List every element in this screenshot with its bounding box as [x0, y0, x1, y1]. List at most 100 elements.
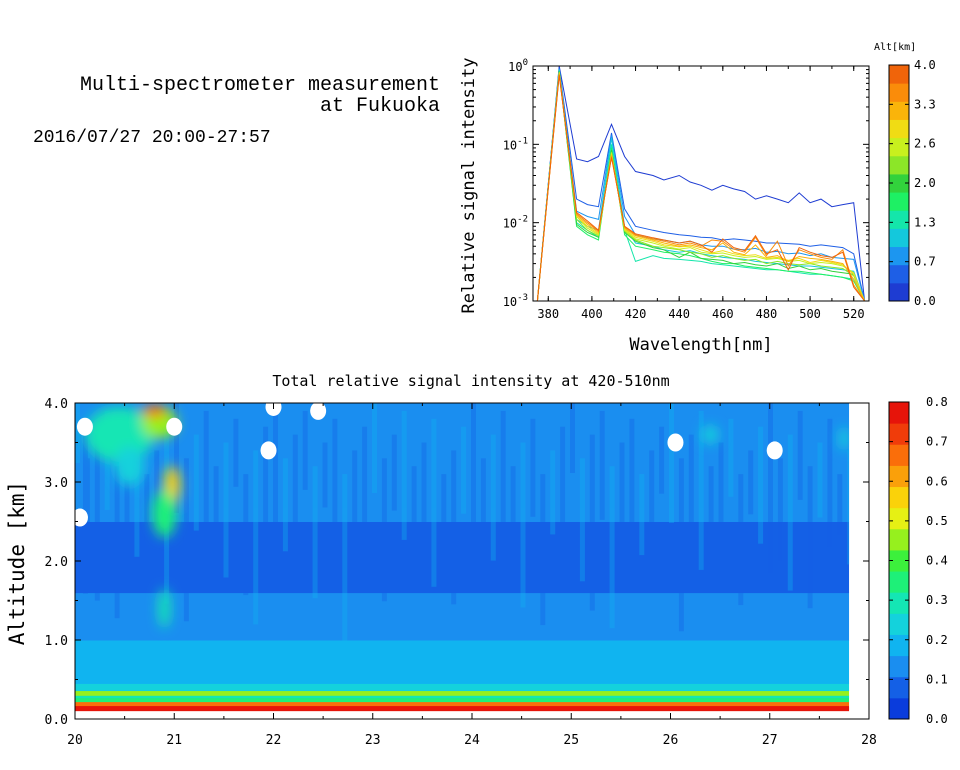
heatmap-streak: [708, 466, 714, 559]
heatmap-streak: [669, 403, 674, 523]
alt-colorbar-cell: [889, 83, 909, 102]
heatmap-band: [75, 695, 850, 699]
intensity-colorbar-cell: [889, 676, 909, 699]
heatmap-streak: [372, 403, 377, 493]
heatmap-ytick-label: 4.0: [45, 397, 68, 412]
heatmap-streak: [807, 466, 813, 609]
heatmap-streak: [233, 418, 239, 487]
heatmap-streak: [847, 450, 850, 565]
heatmap-streak: [698, 410, 704, 570]
spectrum-series-12: [536, 75, 865, 301]
heatmap-xtick-label: 20: [67, 733, 83, 748]
heatmap-streak: [678, 458, 684, 632]
heatmap-streak: [352, 450, 358, 555]
alt-colorbar-cell: [889, 101, 909, 120]
alt-colorbar-cell: [889, 119, 909, 139]
heatmap-streak: [728, 418, 734, 497]
heatmap-streak: [312, 466, 318, 599]
heatmap-streak: [223, 442, 229, 578]
spectrum-lines: [536, 66, 866, 301]
heatmap-streak: [75, 403, 80, 463]
heatmap-xtick-label: 25: [563, 733, 579, 748]
heatmap-streak: [451, 450, 457, 605]
heatmap-xtick-label: 24: [464, 733, 480, 748]
heatmap-xtick-label: 22: [266, 733, 282, 748]
heatmap-hotspot: [702, 425, 719, 445]
heatmap-streak: [82, 426, 88, 594]
heatmap-streak: [94, 434, 100, 601]
intensity-colorbar-cell: [889, 423, 909, 445]
intensity-colorbar-cell: [889, 528, 909, 551]
spectrum-ylabel: Relative signal intensity: [459, 58, 479, 314]
heatmap-missing-cell: [260, 441, 277, 460]
heatmap-streak: [570, 403, 575, 473]
heatmap-streak: [243, 474, 249, 596]
heatmap-streak: [827, 418, 833, 547]
heatmap-streak: [550, 450, 556, 535]
intensity-colorbar-cell: [889, 613, 909, 635]
heatmap-streak: [302, 410, 308, 490]
alt-colorbar-cell: [889, 210, 909, 229]
spectrum-xlabel: Wavelength[nm]: [629, 335, 772, 355]
heatmap-missing-cell: [667, 433, 684, 452]
heatmap-streak: [263, 426, 269, 534]
alt-colorbar-label: 0.7: [914, 255, 936, 269]
heatmap-streak: [381, 458, 387, 602]
heatmap-streak: [738, 474, 744, 606]
alt-colorbar-cell: [889, 192, 909, 211]
heatmap-streak: [431, 418, 437, 587]
intensity-colorbar-cell: [889, 507, 909, 530]
spectrum-xtick-label: 400: [581, 307, 603, 321]
heatmap-streak: [500, 410, 506, 590]
heatmap-streak: [292, 434, 298, 581]
heatmap-streak: [659, 426, 665, 494]
spectrum-ytick-label: 10-2: [503, 215, 528, 231]
time-range-label: 2016/07/27 20:00-27:57: [33, 128, 271, 148]
heatmap-streak: [362, 426, 368, 584]
heatmap-streak: [183, 458, 189, 622]
intensity-colorbar-label: 0.3: [926, 593, 948, 607]
heatmap-hotspot: [114, 446, 145, 486]
heatmap-band: [75, 701, 850, 707]
heatmap-streak: [174, 403, 179, 513]
chart-title-line1: Multi-spectrometer measurement: [79, 74, 440, 97]
heatmap-streak: [748, 450, 754, 515]
heatmap-streak: [421, 442, 427, 558]
spectrum-xtick-label: 500: [799, 307, 821, 321]
intensity-colorbar-label: 0.5: [926, 514, 948, 528]
chart-title-line2: at Fukuoka: [319, 95, 440, 118]
intensity-colorbar-cell: [889, 486, 909, 509]
heatmap-xtick-label: 26: [663, 733, 679, 748]
alt-colorbar-cell: [889, 137, 909, 157]
heatmap-streak: [273, 403, 278, 563]
heatmap-hotspot: [152, 489, 177, 538]
heatmap-xtick-label: 21: [166, 733, 182, 748]
heatmap-streak: [332, 418, 338, 537]
heatmap-xtick-label: 27: [762, 733, 778, 748]
alt-colorbar-label: 1.3: [914, 215, 936, 229]
heatmap-streak: [342, 474, 348, 646]
heatmap-streak: [134, 418, 140, 557]
heatmap-streak: [560, 426, 566, 564]
spectrum-xtick-label: 440: [668, 307, 690, 321]
heatmap-missing-cell: [166, 417, 183, 436]
heatmap-ylabel: Altitude [km]: [5, 481, 29, 645]
intensity-colorbar-label: 0.0: [926, 712, 948, 726]
heatmap-streak: [490, 434, 496, 561]
intensity-colorbar-cell: [889, 444, 909, 466]
intensity-colorbar-cell: [889, 592, 909, 614]
heatmap-streak: [401, 410, 407, 540]
alt-colorbar-cell: [889, 282, 909, 302]
heatmap-streak: [213, 466, 219, 549]
heatmap-streak: [787, 434, 793, 591]
alt-colorbar-label: 2.6: [914, 137, 936, 151]
heatmap-ytick-label: 0.0: [45, 713, 68, 728]
spectrum-xtick-label: 420: [625, 307, 647, 321]
alt-colorbar-title: Alt[km]: [874, 42, 916, 53]
spectrum-ytick-label: 10-3: [503, 293, 528, 309]
spectrum-xtick-label: 520: [843, 307, 865, 321]
heatmap-hotspot: [84, 406, 155, 463]
heatmap-band: [75, 403, 850, 522]
heatmap-streak: [391, 434, 397, 511]
heatmap-streak: [540, 474, 546, 626]
